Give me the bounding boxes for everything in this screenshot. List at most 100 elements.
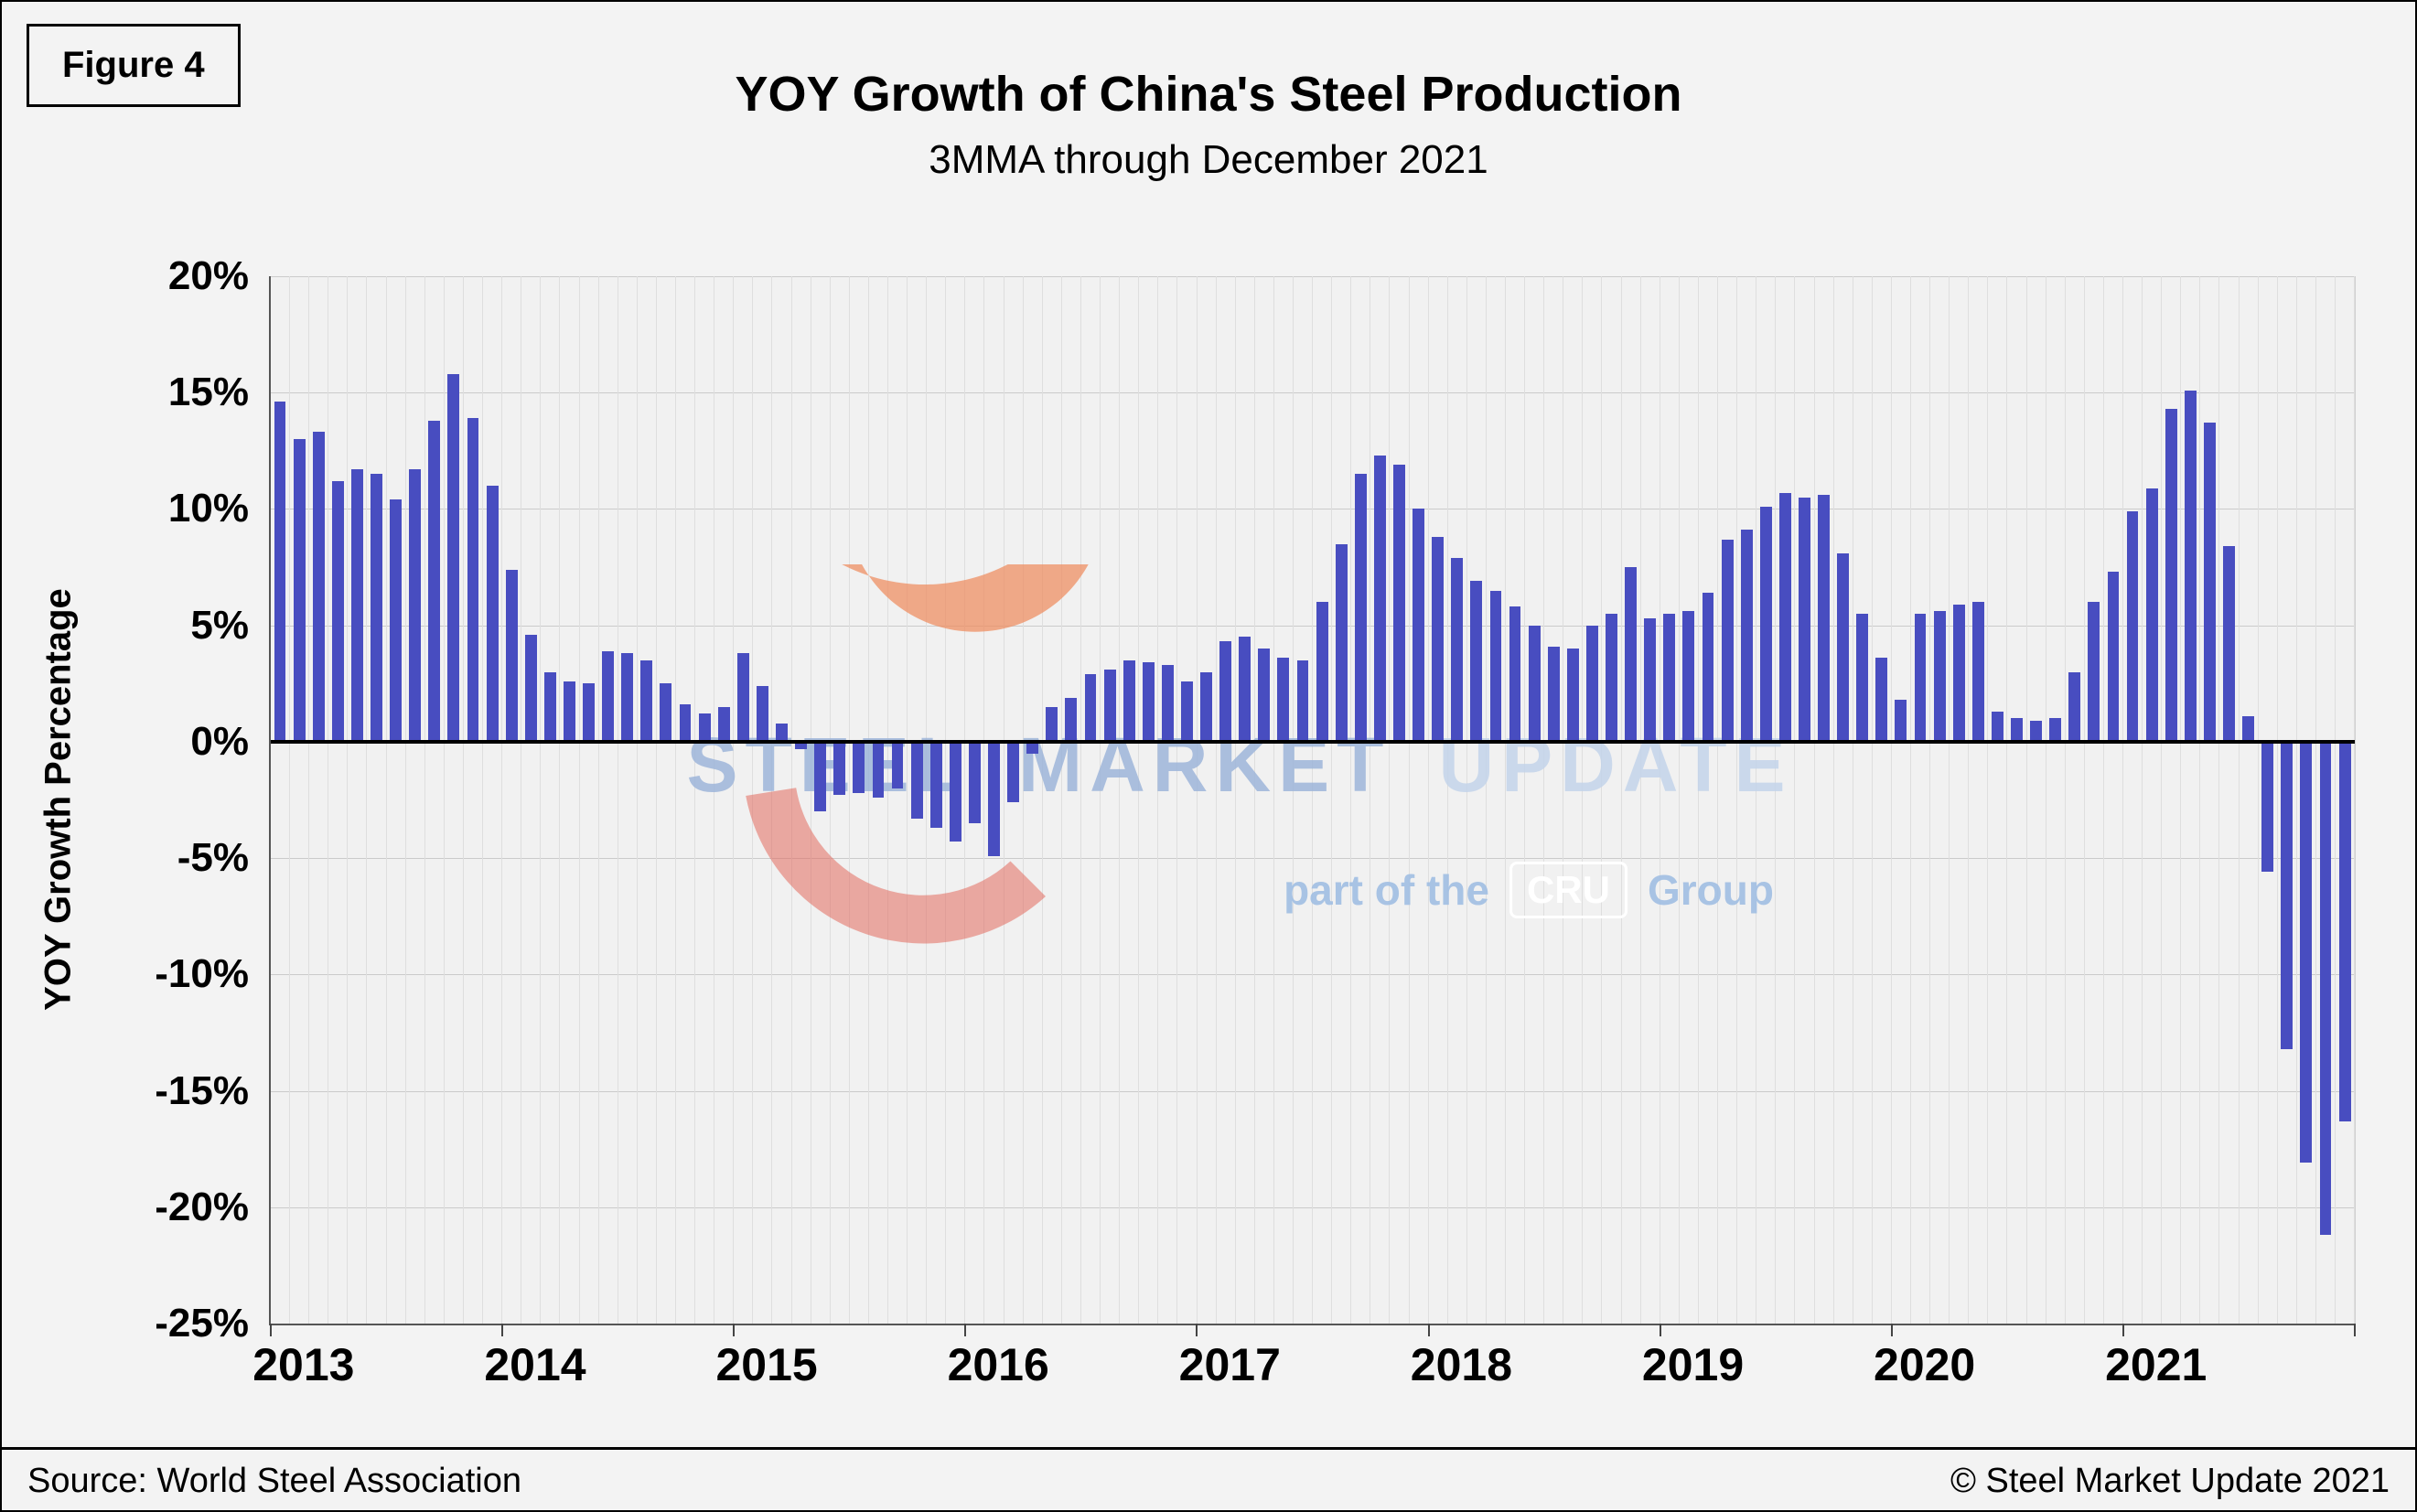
bar <box>1239 637 1251 742</box>
month-slot <box>1274 276 1294 1324</box>
bar <box>331 480 344 742</box>
month-slot <box>290 276 310 1324</box>
x-axis-tick <box>2354 1324 2356 1336</box>
bar <box>1759 506 1772 742</box>
chart-subtitle: 3MMA through December 2021 <box>929 137 1488 182</box>
month-slot <box>1660 276 1680 1324</box>
month-slot <box>1583 276 1603 1324</box>
month-slot <box>1544 276 1564 1324</box>
month-slot <box>2143 276 2163 1324</box>
x-year-label: 2021 <box>2105 1339 2208 1390</box>
bar <box>1914 613 1927 742</box>
footer: Source: World Steel Association © Steel … <box>27 1462 2390 1501</box>
month-slot <box>1294 276 1314 1324</box>
month-slot <box>271 276 291 1324</box>
month-slot <box>1680 276 1699 1324</box>
bar <box>2165 409 2177 742</box>
x-axis-tick <box>1890 1324 1893 1336</box>
x-axis-tick <box>964 1324 967 1336</box>
x-year-label: 2019 <box>1641 1339 1745 1390</box>
bar <box>2145 488 2158 742</box>
bar <box>776 723 788 742</box>
y-tick-label: -20% <box>155 1184 249 1229</box>
bar <box>2088 602 2100 742</box>
month-slot <box>1217 276 1236 1324</box>
bar <box>1799 497 1810 742</box>
month-slot <box>1467 276 1487 1324</box>
month-slot <box>425 276 445 1324</box>
x-year-label: 2016 <box>947 1339 1049 1390</box>
bar <box>2261 741 2274 873</box>
bar <box>1856 613 1869 742</box>
bar <box>833 741 846 796</box>
month-slot <box>1081 276 1101 1324</box>
month-slot <box>1004 276 1024 1324</box>
bar <box>428 420 441 742</box>
bar <box>853 741 865 793</box>
month-slot <box>618 276 638 1324</box>
bar <box>621 653 634 742</box>
x-axis-tick <box>1659 1324 1661 1336</box>
bar <box>2203 423 2216 742</box>
month-slot <box>1699 276 1719 1324</box>
month-slot <box>1158 276 1178 1324</box>
bar <box>1547 646 1560 742</box>
bar <box>1046 706 1058 742</box>
month-slot <box>445 276 464 1324</box>
bar <box>660 683 672 742</box>
bar <box>2049 718 2062 742</box>
month-slot <box>1737 276 1757 1324</box>
month-slot <box>1177 276 1198 1324</box>
month-slot <box>2162 276 2182 1324</box>
bar <box>1354 474 1367 742</box>
bar <box>1952 604 1965 742</box>
bar <box>1065 697 1078 742</box>
month-slot <box>850 276 869 1324</box>
month-slot <box>2278 276 2297 1324</box>
bar <box>2223 546 2235 742</box>
month-slot <box>406 276 425 1324</box>
chart-plot: STEEL MARKET UPDATE part of the CRU Group … <box>155 253 2356 1390</box>
bar <box>1837 552 1850 742</box>
bar <box>1663 613 1676 742</box>
bar <box>2281 741 2293 1049</box>
bar <box>486 486 499 742</box>
month-slot <box>599 276 618 1324</box>
month-slot <box>2336 276 2356 1324</box>
month-slot <box>502 276 522 1324</box>
bar <box>968 741 981 823</box>
month-slot <box>328 276 349 1324</box>
y-tick-label: 10% <box>167 486 249 531</box>
month-slot <box>984 276 1004 1324</box>
bar <box>814 741 827 812</box>
month-slot <box>2066 276 2085 1324</box>
bar <box>1470 581 1483 742</box>
bar <box>1528 625 1541 742</box>
month-slot <box>483 276 503 1324</box>
y-tick-label: -10% <box>155 951 249 997</box>
month-slot <box>1101 276 1121 1324</box>
month-slot <box>1892 276 1911 1324</box>
bar <box>679 704 692 742</box>
bar <box>910 741 923 819</box>
month-slot <box>1236 276 1255 1324</box>
x-axis-tick <box>1427 1324 1430 1336</box>
bar <box>1007 741 1020 803</box>
month-slot <box>1563 276 1584 1324</box>
month-slot <box>638 276 657 1324</box>
bar <box>2011 718 2023 742</box>
month-slot <box>1390 276 1410 1324</box>
bar <box>1181 681 1193 742</box>
month-slot <box>831 276 850 1324</box>
month-slot <box>1043 276 1062 1324</box>
x-year-label: 2020 <box>1874 1339 1976 1390</box>
bar <box>1200 671 1212 742</box>
month-slot <box>560 276 580 1324</box>
month-slot <box>1969 276 1989 1324</box>
bar <box>1682 611 1695 742</box>
bar <box>949 741 961 842</box>
month-slot <box>1815 276 1834 1324</box>
month-slot <box>2181 276 2201 1324</box>
month-slot <box>676 276 696 1324</box>
bar <box>2126 511 2139 742</box>
